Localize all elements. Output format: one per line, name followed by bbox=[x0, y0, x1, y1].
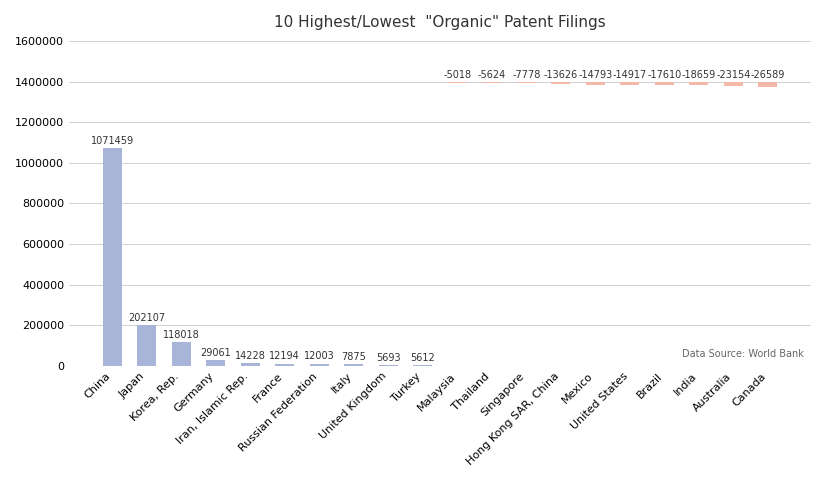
Text: 1071459: 1071459 bbox=[91, 136, 134, 146]
Text: -17610: -17610 bbox=[647, 70, 681, 80]
Bar bbox=[137, 325, 156, 366]
Bar bbox=[482, 81, 501, 83]
Bar bbox=[517, 81, 536, 83]
Text: -14917: -14917 bbox=[613, 70, 647, 80]
Text: 12194: 12194 bbox=[269, 351, 300, 362]
Text: -5624: -5624 bbox=[477, 70, 506, 80]
Title: 10 Highest/Lowest  "Organic" Patent Filings: 10 Highest/Lowest "Organic" Patent Filin… bbox=[274, 15, 605, 30]
Bar bbox=[275, 363, 294, 366]
Text: 202107: 202107 bbox=[128, 313, 165, 323]
Bar bbox=[413, 365, 432, 366]
Bar bbox=[379, 365, 398, 366]
Text: 7875: 7875 bbox=[341, 352, 366, 362]
Text: -23154: -23154 bbox=[716, 70, 751, 80]
Text: -13626: -13626 bbox=[544, 70, 578, 80]
Text: 5693: 5693 bbox=[376, 353, 401, 362]
Text: 118018: 118018 bbox=[163, 330, 200, 340]
Text: -5018: -5018 bbox=[444, 70, 472, 80]
Bar bbox=[172, 342, 191, 366]
Text: 12003: 12003 bbox=[304, 351, 335, 362]
Text: -26589: -26589 bbox=[751, 70, 785, 80]
Bar bbox=[655, 81, 674, 85]
Bar bbox=[344, 364, 363, 366]
Bar bbox=[689, 81, 708, 85]
Text: 5612: 5612 bbox=[411, 353, 435, 362]
Text: Data Source: World Bank: Data Source: World Bank bbox=[682, 349, 804, 359]
Text: -7778: -7778 bbox=[512, 70, 540, 80]
Bar bbox=[758, 81, 777, 87]
Bar bbox=[240, 363, 259, 366]
Bar bbox=[620, 81, 639, 84]
Bar bbox=[551, 81, 570, 84]
Bar bbox=[206, 360, 225, 366]
Text: 29061: 29061 bbox=[201, 348, 231, 358]
Bar bbox=[310, 363, 329, 366]
Bar bbox=[586, 81, 605, 84]
Bar bbox=[102, 148, 121, 366]
Bar bbox=[724, 81, 743, 86]
Text: -18659: -18659 bbox=[681, 70, 716, 80]
Bar bbox=[448, 81, 467, 82]
Text: -14793: -14793 bbox=[578, 70, 612, 80]
Text: 14228: 14228 bbox=[235, 351, 266, 361]
